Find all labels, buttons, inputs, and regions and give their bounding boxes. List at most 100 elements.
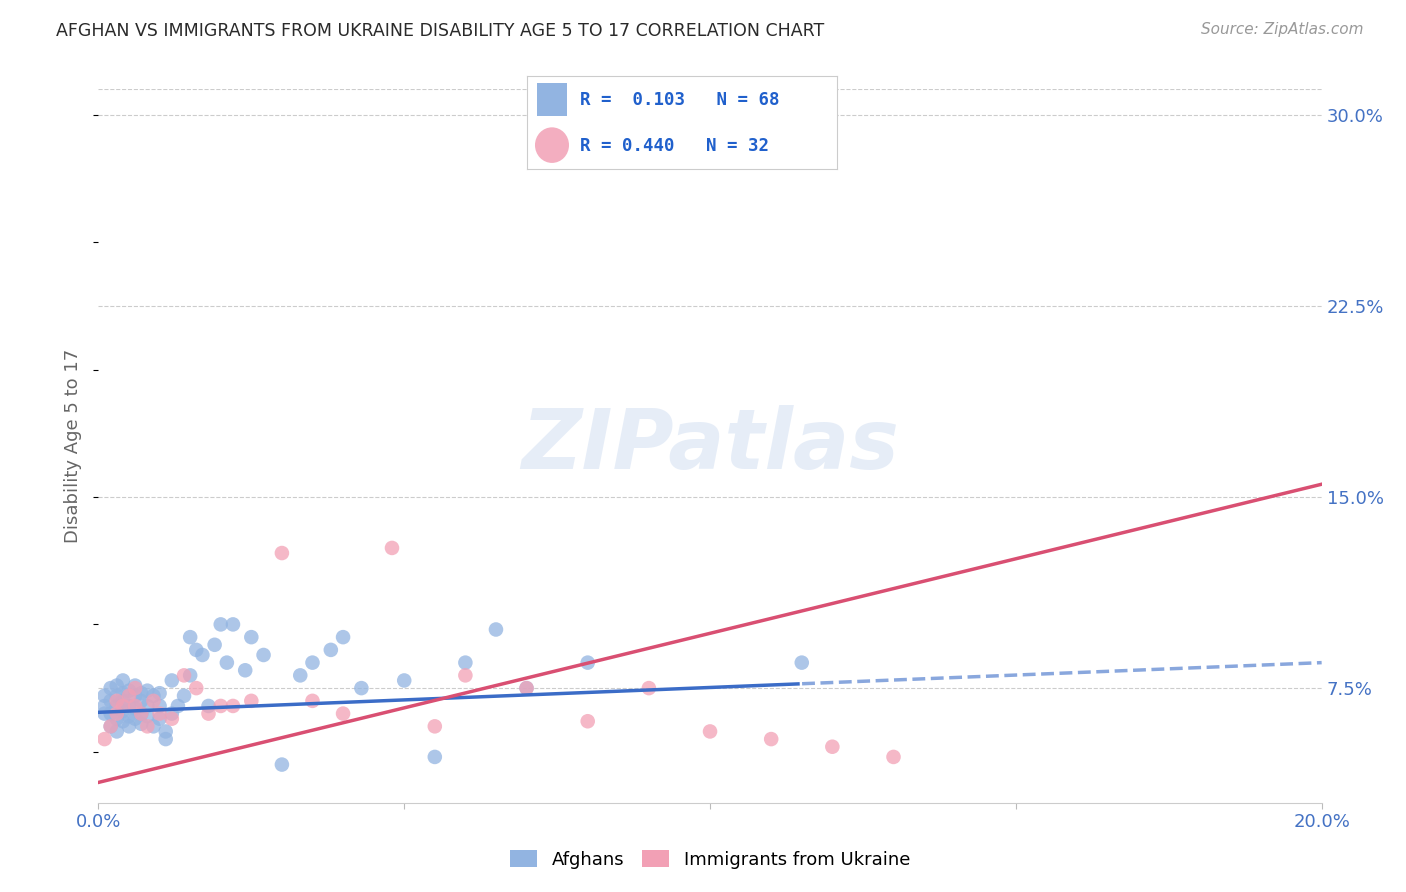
Afghans [576, 656, 599, 670]
Afghans [301, 656, 323, 670]
Afghans [124, 712, 146, 726]
Immigrants from Ukraine [186, 681, 208, 695]
Immigrants from Ukraine [381, 541, 404, 555]
Afghans [93, 689, 115, 703]
Ellipse shape [534, 128, 569, 163]
Immigrants from Ukraine [105, 706, 128, 721]
Immigrants from Ukraine [222, 698, 245, 713]
Afghans [136, 709, 159, 723]
Afghans [105, 712, 128, 726]
Afghans [118, 683, 141, 698]
Afghans [105, 698, 128, 713]
Text: ZIPatlas: ZIPatlas [522, 406, 898, 486]
Afghans [118, 698, 141, 713]
Afghans [423, 750, 446, 764]
Afghans [100, 681, 122, 695]
Immigrants from Ukraine [240, 694, 263, 708]
Afghans [160, 673, 183, 688]
Immigrants from Ukraine [209, 698, 232, 713]
Immigrants from Ukraine [149, 706, 172, 721]
Afghans [142, 689, 165, 703]
Immigrants from Ukraine [270, 546, 292, 560]
Afghans [105, 724, 128, 739]
Immigrants from Ukraine [129, 706, 152, 721]
Afghans [160, 706, 183, 721]
Immigrants from Ukraine [637, 681, 661, 695]
Immigrants from Ukraine [124, 681, 146, 695]
Afghans [186, 643, 208, 657]
Afghans [111, 704, 134, 718]
Afghans [149, 698, 172, 713]
Afghans [179, 668, 201, 682]
Afghans [129, 686, 152, 700]
Immigrants from Ukraine [332, 706, 354, 721]
Immigrants from Ukraine [423, 719, 446, 733]
Afghans [240, 630, 263, 644]
Immigrants from Ukraine [160, 712, 183, 726]
Afghans [204, 638, 226, 652]
Afghans [149, 686, 172, 700]
Afghans [100, 706, 122, 721]
Afghans [111, 673, 134, 688]
Bar [537, 83, 568, 116]
Afghans [191, 648, 214, 662]
Afghans [155, 732, 177, 747]
Immigrants from Ukraine [142, 694, 165, 708]
Immigrants from Ukraine [516, 681, 538, 695]
Immigrants from Ukraine [124, 698, 146, 713]
Afghans [332, 630, 354, 644]
Afghans [136, 698, 159, 713]
Afghans [129, 694, 152, 708]
Afghans [149, 712, 172, 726]
Legend: Afghans, Immigrants from Ukraine: Afghans, Immigrants from Ukraine [503, 843, 917, 876]
Immigrants from Ukraine [100, 719, 122, 733]
Afghans [129, 706, 152, 721]
Immigrants from Ukraine [111, 698, 134, 713]
Immigrants from Ukraine [883, 750, 905, 764]
Afghans [155, 724, 177, 739]
Afghans [319, 643, 342, 657]
Afghans [129, 716, 152, 731]
Immigrants from Ukraine [93, 732, 115, 747]
Afghans [118, 709, 141, 723]
Afghans [111, 686, 134, 700]
Afghans [350, 681, 373, 695]
Afghans [100, 694, 122, 708]
Immigrants from Ukraine [173, 668, 195, 682]
Y-axis label: Disability Age 5 to 17: Disability Age 5 to 17 [65, 349, 83, 543]
Afghans [105, 679, 128, 693]
Afghans [270, 757, 292, 772]
Immigrants from Ukraine [118, 689, 141, 703]
Afghans [392, 673, 416, 688]
Afghans [167, 698, 190, 713]
Afghans [124, 679, 146, 693]
Immigrants from Ukraine [105, 694, 128, 708]
Text: R = 0.440   N = 32: R = 0.440 N = 32 [579, 136, 769, 154]
Afghans [93, 706, 115, 721]
Afghans [124, 701, 146, 715]
Immigrants from Ukraine [759, 732, 782, 747]
Text: R =  0.103   N = 68: R = 0.103 N = 68 [579, 91, 779, 109]
Afghans [179, 630, 201, 644]
Immigrants from Ukraine [821, 739, 844, 754]
Afghans [111, 694, 134, 708]
Afghans [233, 663, 256, 677]
Afghans [100, 719, 122, 733]
Afghans [136, 683, 159, 698]
Afghans [222, 617, 245, 632]
Afghans [197, 698, 219, 713]
Afghans [215, 656, 238, 670]
Afghans [290, 668, 312, 682]
Afghans [516, 681, 538, 695]
Afghans [105, 689, 128, 703]
Immigrants from Ukraine [301, 694, 323, 708]
Afghans [485, 623, 508, 637]
Afghans [454, 656, 477, 670]
Afghans [252, 648, 274, 662]
Afghans [118, 719, 141, 733]
Afghans [209, 617, 232, 632]
Immigrants from Ukraine [454, 668, 477, 682]
Immigrants from Ukraine [136, 719, 159, 733]
Text: Source: ZipAtlas.com: Source: ZipAtlas.com [1201, 22, 1364, 37]
Afghans [111, 714, 134, 729]
